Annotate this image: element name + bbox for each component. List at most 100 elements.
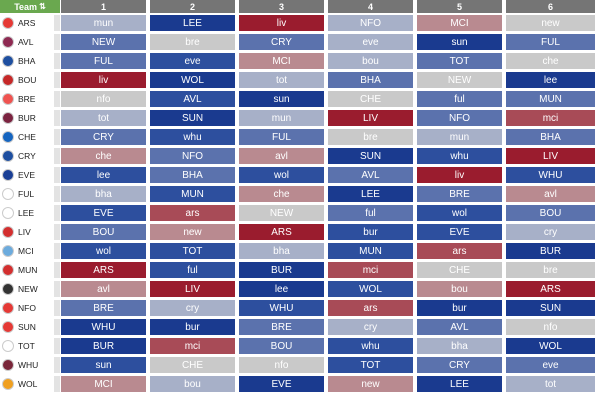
fixture-cell[interactable]: MUN (506, 91, 595, 107)
fixture-cell[interactable]: BHA (150, 167, 235, 183)
fixture-cell[interactable]: ful (417, 91, 502, 107)
fixture-cell[interactable]: SUN (506, 300, 595, 316)
fixture-cell[interactable]: MUN (150, 186, 235, 202)
fixture-cell[interactable]: SUN (150, 110, 235, 126)
fixture-cell[interactable]: bre (506, 262, 595, 278)
fixture-cell[interactable]: AVL (328, 167, 413, 183)
fixture-cell[interactable]: NFO (417, 110, 502, 126)
fixture-cell[interactable]: WHU (506, 167, 595, 183)
fixture-cell[interactable]: sun (417, 34, 502, 50)
fixture-cell[interactable]: bha (417, 338, 502, 354)
fixture-cell[interactable]: NEW (239, 205, 324, 221)
fixture-cell[interactable]: lee (239, 281, 324, 297)
fixture-cell[interactable]: lee (61, 167, 146, 183)
fixture-cell[interactable]: NFO (328, 15, 413, 31)
fixture-cell[interactable]: che (61, 148, 146, 164)
fixture-cell[interactable]: che (239, 186, 324, 202)
fixture-cell[interactable]: avl (239, 148, 324, 164)
fixture-cell[interactable]: bha (239, 243, 324, 259)
fixture-cell[interactable]: ARS (506, 281, 595, 297)
fixture-cell[interactable]: bre (150, 34, 235, 50)
fixture-cell[interactable]: ARS (239, 224, 324, 240)
fixture-cell[interactable]: mci (328, 262, 413, 278)
gameweek-header-3[interactable]: 3 (239, 0, 324, 13)
fixture-cell[interactable]: liv (61, 72, 146, 88)
team-column-header[interactable]: Team ⇅ (0, 0, 60, 13)
fixture-cell[interactable]: WOL (506, 338, 595, 354)
fixture-cell[interactable]: LEE (417, 376, 502, 392)
fixture-cell[interactable]: wol (417, 205, 502, 221)
fixture-cell[interactable]: CHE (417, 262, 502, 278)
fixture-cell[interactable]: FUL (506, 34, 595, 50)
fixture-cell[interactable]: ARS (61, 262, 146, 278)
fixture-cell[interactable]: NEW (417, 72, 502, 88)
fixture-cell[interactable]: TOT (150, 243, 235, 259)
fixture-cell[interactable]: ars (328, 300, 413, 316)
fixture-cell[interactable]: new (150, 224, 235, 240)
fixture-cell[interactable]: mun (239, 110, 324, 126)
fixture-cell[interactable]: bou (150, 376, 235, 392)
fixture-cell[interactable]: bre (328, 129, 413, 145)
fixture-cell[interactable]: BHA (328, 72, 413, 88)
fixture-cell[interactable]: mci (150, 338, 235, 354)
fixture-cell[interactable]: WHU (61, 319, 146, 335)
fixture-cell[interactable]: tot (506, 376, 595, 392)
fixture-cell[interactable]: WHU (239, 300, 324, 316)
gameweek-header-4[interactable]: 4 (328, 0, 413, 13)
fixture-cell[interactable]: BRE (239, 319, 324, 335)
fixture-cell[interactable]: BRE (417, 186, 502, 202)
fixture-cell[interactable]: CRY (239, 34, 324, 50)
fixture-cell[interactable]: nfo (61, 91, 146, 107)
fixture-cell[interactable]: MCI (239, 53, 324, 69)
fixture-cell[interactable]: lee (506, 72, 595, 88)
sort-icon[interactable]: ⇅ (39, 1, 46, 11)
fixture-cell[interactable]: wol (61, 243, 146, 259)
fixture-cell[interactable]: nfo (506, 319, 595, 335)
fixture-cell[interactable]: new (506, 15, 595, 31)
fixture-cell[interactable]: mci (506, 110, 595, 126)
fixture-cell[interactable]: SUN (328, 148, 413, 164)
fixture-cell[interactable]: BUR (506, 243, 595, 259)
fixture-cell[interactable]: ars (417, 243, 502, 259)
fixture-cell[interactable]: EVE (239, 376, 324, 392)
fixture-cell[interactable]: avl (61, 281, 146, 297)
fixture-cell[interactable]: wol (239, 167, 324, 183)
fixture-cell[interactable]: cry (150, 300, 235, 316)
fixture-cell[interactable]: NEW (61, 34, 146, 50)
fixture-cell[interactable]: bur (417, 300, 502, 316)
fixture-cell[interactable]: LEE (328, 186, 413, 202)
fixture-cell[interactable]: ful (328, 205, 413, 221)
fixture-cell[interactable]: ful (150, 262, 235, 278)
fixture-cell[interactable]: bur (328, 224, 413, 240)
fixture-cell[interactable]: eve (150, 53, 235, 69)
fixture-cell[interactable]: bou (417, 281, 502, 297)
gameweek-header-6[interactable]: 6 (506, 0, 595, 13)
fixture-cell[interactable]: WOL (150, 72, 235, 88)
fixture-cell[interactable]: cry (328, 319, 413, 335)
fixture-cell[interactable]: eve (328, 34, 413, 50)
fixture-cell[interactable]: FUL (61, 53, 146, 69)
fixture-cell[interactable]: AVL (417, 319, 502, 335)
fixture-cell[interactable]: new (328, 376, 413, 392)
fixture-cell[interactable]: sun (61, 357, 146, 373)
fixture-cell[interactable]: LIV (506, 148, 595, 164)
fixture-cell[interactable]: NFO (150, 148, 235, 164)
fixture-cell[interactable]: BUR (61, 338, 146, 354)
fixture-cell[interactable]: cry (506, 224, 595, 240)
fixture-cell[interactable]: BOU (61, 224, 146, 240)
fixture-cell[interactable]: eve (506, 357, 595, 373)
fixture-cell[interactable]: bur (150, 319, 235, 335)
fixture-cell[interactable]: bou (328, 53, 413, 69)
fixture-cell[interactable]: TOT (328, 357, 413, 373)
fixture-cell[interactable]: BUR (239, 262, 324, 278)
fixture-cell[interactable]: AVL (150, 91, 235, 107)
fixture-cell[interactable]: CHE (150, 357, 235, 373)
fixture-cell[interactable]: BOU (239, 338, 324, 354)
fixture-cell[interactable]: avl (506, 186, 595, 202)
fixture-cell[interactable]: EVE (417, 224, 502, 240)
fixture-cell[interactable]: CRY (61, 129, 146, 145)
fixture-cell[interactable]: liv (239, 15, 324, 31)
fixture-cell[interactable]: che (506, 53, 595, 69)
fixture-cell[interactable]: tot (239, 72, 324, 88)
fixture-cell[interactable]: WOL (328, 281, 413, 297)
